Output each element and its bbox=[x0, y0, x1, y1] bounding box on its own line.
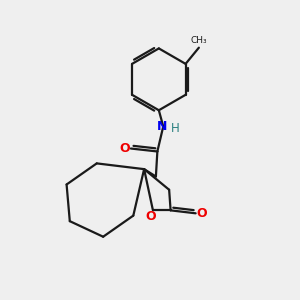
Text: O: O bbox=[197, 207, 207, 220]
Text: H: H bbox=[171, 122, 180, 135]
Text: O: O bbox=[146, 210, 157, 223]
Text: CH₃: CH₃ bbox=[190, 36, 207, 45]
Text: N: N bbox=[157, 120, 167, 133]
Text: O: O bbox=[119, 142, 130, 155]
